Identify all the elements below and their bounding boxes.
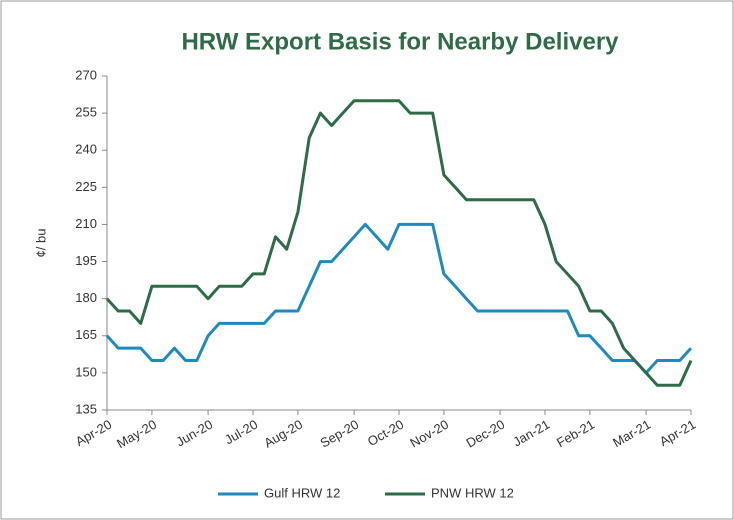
y-axis-label: ¢/ bu (33, 229, 48, 258)
chart-title: HRW Export Basis for Nearby Delivery (181, 28, 619, 55)
legend-label: PNW HRW 12 (431, 485, 514, 500)
y-tick-label: 150 (75, 364, 97, 379)
legend-label: Gulf HRW 12 (264, 485, 340, 500)
line-series (105, 222, 693, 375)
y-tick-label: 240 (75, 142, 97, 157)
y-tick-label: 180 (75, 290, 97, 305)
y-tick-label: 270 (75, 67, 97, 82)
y-tick-label: 210 (75, 216, 97, 231)
line-series (105, 99, 693, 387)
y-tick-label: 165 (75, 327, 97, 342)
y-tick-label: 195 (75, 253, 97, 268)
y-tick-label: 255 (75, 105, 97, 120)
y-tick-label: 225 (75, 179, 97, 194)
y-tick-label: 135 (75, 401, 97, 416)
